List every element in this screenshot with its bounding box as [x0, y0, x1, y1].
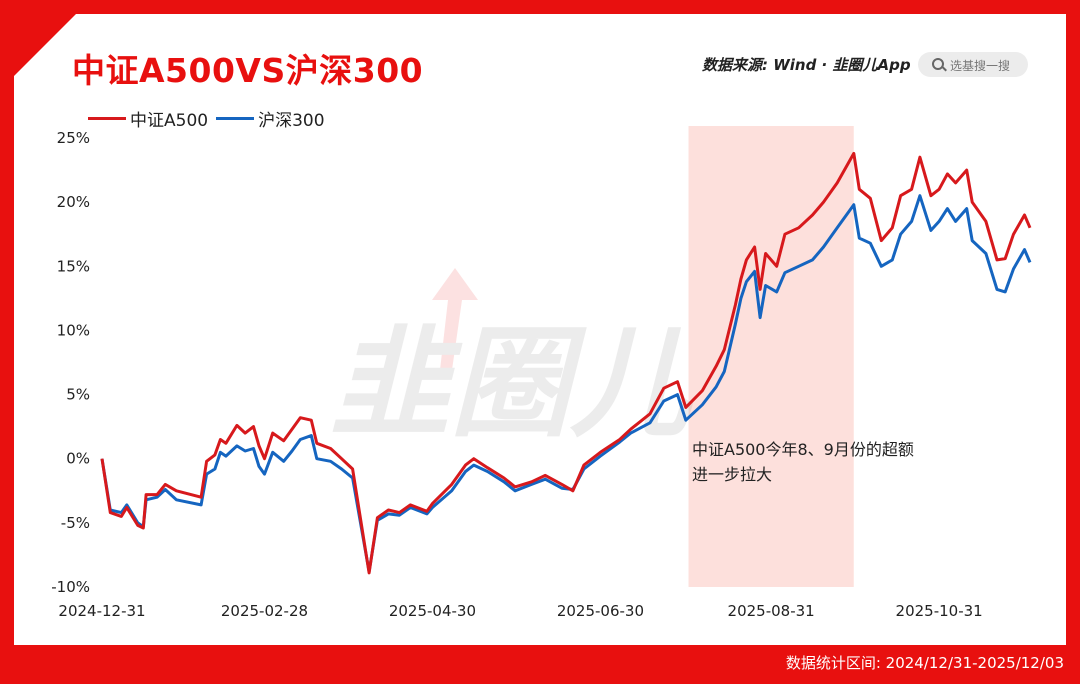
chart-title: 中证A500VS沪深300 — [72, 51, 424, 90]
series-line-hs300 — [100, 194, 1032, 574]
x-tick-label: 2025-08-31 — [728, 602, 815, 620]
legend-item-a500: 中证A500 — [88, 106, 208, 131]
annotation-line-2: 进一步拉大 — [692, 465, 772, 484]
y-tick-label: 10% — [57, 321, 90, 339]
y-tick-label: 15% — [57, 257, 90, 275]
y-tick-label: 5% — [66, 386, 90, 404]
y-tick-label: -5% — [61, 514, 90, 532]
search-placeholder: 选基搜一搜 — [950, 59, 1011, 73]
legend-swatch-a500 — [88, 117, 126, 120]
y-tick-label: 25% — [57, 129, 90, 147]
highlight-band — [688, 126, 854, 587]
x-tick-label: 2025-04-30 — [389, 602, 476, 620]
y-tick-label: 0% — [66, 450, 90, 468]
legend-swatch-hs300 — [216, 117, 255, 120]
x-tick-label: 2025-02-28 — [221, 602, 308, 620]
y-axis: 25% 20% 15% 10% 5% 0% -5% -10% — [51, 129, 90, 596]
search-icon — [932, 58, 944, 70]
y-tick-label: 20% — [57, 193, 90, 211]
footer-date-range: 数据统计区间: 2024/12/31-2025/12/03 — [785, 654, 1064, 672]
watermark-arrow — [432, 268, 478, 370]
series-lines — [100, 151, 1032, 575]
legend-label-a500: 中证A500 — [130, 111, 209, 131]
legend-label-hs300: 沪深300 — [258, 111, 325, 131]
series-line-a500 — [100, 151, 1032, 575]
annotation-line-1: 中证A500今年8、9月份的超额 — [692, 440, 914, 459]
corner-accent — [14, 14, 76, 76]
chart-panel — [14, 14, 1066, 645]
x-tick-label: 2024-12-31 — [58, 602, 145, 620]
watermark-logo: 韭圈儿 — [330, 268, 694, 454]
x-axis: 2024-12-31 2025-02-28 2025-04-30 2025-06-30… — [58, 602, 982, 620]
search-box[interactable]: 选基搜一搜 — [918, 52, 1028, 77]
y-tick-label: -10% — [51, 578, 90, 596]
x-tick-label: 2025-06-30 — [557, 602, 644, 620]
legend: 中证A500 沪深300 — [88, 106, 325, 131]
watermark-text: 韭圈儿 — [330, 315, 694, 454]
x-tick-label: 2025-10-31 — [896, 602, 983, 620]
legend-item-hs300: 沪深300 — [216, 106, 325, 131]
data-source: 数据来源: Wind · 韭圈儿App — [702, 56, 911, 74]
